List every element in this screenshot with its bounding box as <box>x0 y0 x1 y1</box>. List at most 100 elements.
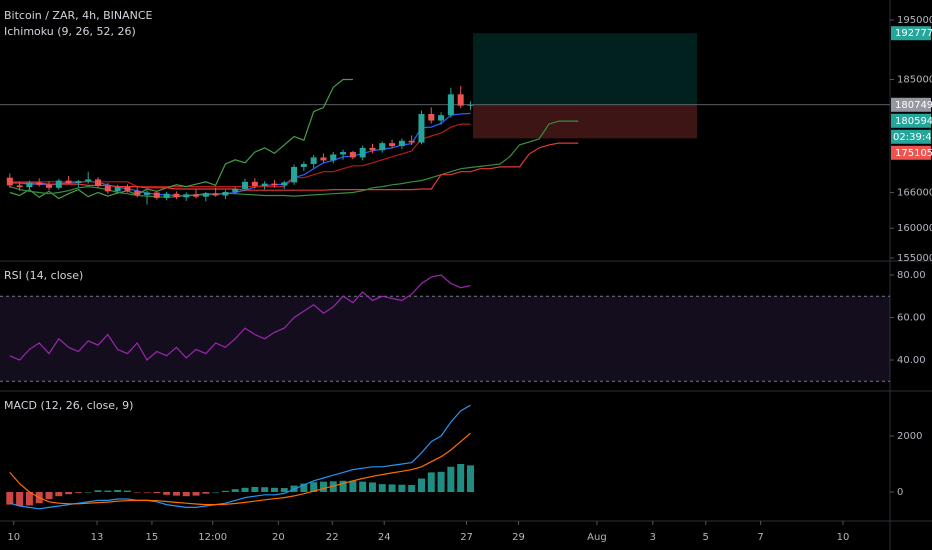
candle-body <box>85 179 92 182</box>
candle-body <box>330 154 337 161</box>
rsi-line <box>9 274 471 361</box>
histogram-bar <box>192 491 200 496</box>
histogram-bar <box>163 491 171 495</box>
candle-body <box>408 140 415 143</box>
candle-body <box>55 180 62 188</box>
histogram-bar <box>310 482 318 492</box>
price-label-box <box>891 113 931 128</box>
indicator-title: MACD (12, 26, close, 9) <box>4 399 133 412</box>
ichimoku-line <box>9 120 579 198</box>
candle-body <box>310 157 317 164</box>
candle-body <box>134 190 141 195</box>
histogram-bar <box>319 481 327 492</box>
candle-body <box>232 188 239 192</box>
candle-body <box>212 193 219 196</box>
ichimoku-line <box>9 123 471 188</box>
y-tick-label: 166000 <box>897 188 932 199</box>
histogram-bar <box>172 491 180 496</box>
candle-body <box>300 163 307 167</box>
candle-body <box>447 94 454 116</box>
histogram-bar <box>123 490 131 492</box>
y-tick-label: 155000 <box>897 253 932 264</box>
candle-body <box>242 181 249 189</box>
indicator-title: RSI (14, close) <box>4 269 83 282</box>
candle-body <box>291 166 298 183</box>
candle-body <box>320 157 327 161</box>
histogram-bar <box>16 491 24 506</box>
histogram-bar <box>84 491 92 493</box>
price-label: 175105 <box>895 148 932 159</box>
candle-body <box>16 185 23 188</box>
countdown-box <box>891 129 931 144</box>
candle-body <box>281 182 288 186</box>
candle-body <box>349 152 356 158</box>
x-tick-label: 27 <box>460 532 473 543</box>
histogram-bar <box>349 480 357 492</box>
histogram-bar <box>251 486 259 492</box>
histogram-bar <box>417 478 425 492</box>
histogram-bar <box>104 490 112 492</box>
histogram-bar <box>55 491 63 497</box>
candle-body <box>418 113 425 143</box>
x-tick-label: 5 <box>703 532 709 543</box>
histogram-bar <box>466 465 474 492</box>
candle-body <box>340 152 347 155</box>
histogram-bar <box>45 491 53 499</box>
histogram-bar <box>270 487 278 492</box>
y-tick-label: 40.00 <box>897 355 926 366</box>
rsi-band <box>0 296 890 382</box>
candle-body <box>183 194 190 198</box>
price-label: 192777 <box>895 28 932 39</box>
candle-body <box>271 183 278 186</box>
histogram-bar <box>202 491 210 494</box>
histogram-bar <box>114 490 122 492</box>
candle-body <box>428 113 435 121</box>
candle-body <box>359 147 366 158</box>
price-label: 180749 <box>895 100 932 111</box>
y-tick-label: 0 <box>897 487 903 498</box>
histogram-bar <box>143 491 151 493</box>
candle-body <box>36 182 43 185</box>
histogram-bar <box>437 471 445 492</box>
histogram-bar <box>427 472 435 492</box>
candle-body <box>95 179 102 186</box>
histogram-bar <box>182 491 190 497</box>
histogram-bar <box>241 487 249 492</box>
candle-body <box>398 140 405 147</box>
price-label-box <box>891 97 931 112</box>
y-tick-label: 60.00 <box>897 312 926 323</box>
histogram-bar <box>94 490 102 492</box>
candle-body <box>202 193 209 197</box>
histogram-bar <box>261 487 269 492</box>
x-tick-label: 3 <box>650 532 656 543</box>
x-tick-label: 15 <box>146 532 159 543</box>
histogram-bar <box>300 483 308 492</box>
candle-body <box>389 143 396 147</box>
candle-body <box>193 194 200 197</box>
ichimoku-line <box>9 78 353 200</box>
histogram-bar <box>231 489 239 492</box>
y-tick-label: 195000 <box>897 15 932 26</box>
candle-body <box>114 187 121 192</box>
candle-body <box>222 191 229 196</box>
candle-body <box>369 147 376 151</box>
candle-body <box>457 94 464 106</box>
symbol-title: Bitcoin / ZAR, 4h, BINANCE <box>4 9 153 22</box>
x-tick-label: 20 <box>272 532 285 543</box>
histogram-bar <box>398 484 406 492</box>
stop-zone <box>473 104 697 139</box>
x-tick-label: 22 <box>326 532 339 543</box>
histogram-bar <box>368 482 376 492</box>
x-tick-label: 13 <box>91 532 104 543</box>
candle-body <box>379 143 386 151</box>
x-tick-label: 24 <box>378 532 391 543</box>
histogram-bar <box>339 480 347 492</box>
candle-body <box>261 183 268 186</box>
candle-body <box>124 187 131 191</box>
price-label-box <box>891 26 931 41</box>
histogram-bar <box>153 491 161 494</box>
candle-body <box>251 181 258 186</box>
candle-body <box>467 104 474 106</box>
